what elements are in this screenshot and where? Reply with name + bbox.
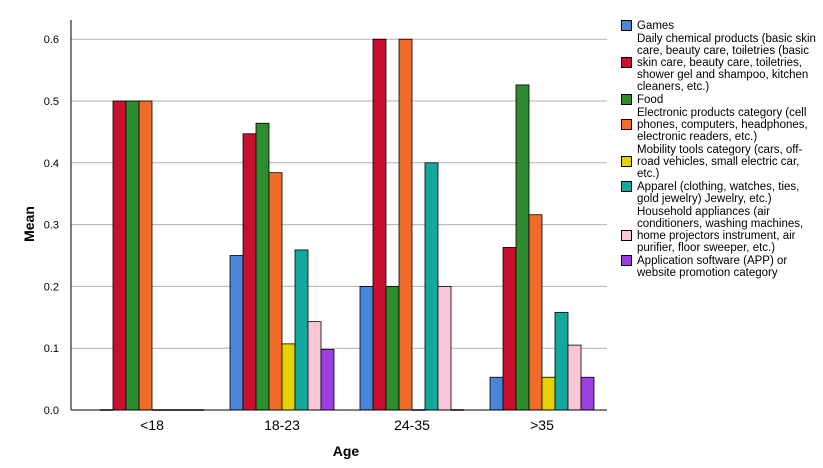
y-tick-label: 0.4 [44, 158, 59, 170]
y-tick-label: 0.1 [44, 343, 59, 355]
bar [424, 162, 439, 411]
legend-item: Apparel (clothing, watches, ties, gold j… [621, 181, 821, 205]
bar [255, 122, 270, 411]
legend-swatch [621, 230, 632, 241]
bar [502, 247, 517, 411]
legend-swatch [621, 94, 632, 105]
legend-swatch [621, 57, 632, 68]
bar [320, 349, 335, 411]
legend-item: Daily chemical products (basic skin care… [621, 33, 821, 93]
bar [580, 376, 595, 411]
bar [398, 38, 413, 411]
bar [242, 133, 257, 411]
legend-label: Application software (APP) or website pr… [637, 255, 788, 279]
axes [70, 20, 607, 411]
x-axis-title: Age [333, 443, 360, 459]
y-tick-labels: 0.0 0.1 0.2 0.3 0.4 0.5 0.6 [44, 34, 59, 417]
y-axis-title: Mean [21, 206, 37, 242]
bar [554, 311, 569, 411]
bar [359, 285, 374, 411]
legend-item: Food [621, 94, 821, 106]
bar [541, 376, 556, 411]
bar [307, 321, 322, 411]
bar [294, 249, 309, 411]
bar [281, 343, 296, 411]
y-tick-label: 0.6 [44, 34, 59, 46]
legend-label: Mobility tools category (cars, off-road … [637, 144, 803, 180]
bar [125, 100, 140, 411]
legend-swatch [621, 181, 632, 192]
legend-swatch [621, 255, 632, 266]
legend-swatch [621, 156, 632, 167]
y-tick-label: 0.5 [44, 96, 59, 108]
x-tick-label: <18 [140, 417, 164, 433]
legend-label: Apparel (clothing, watches, ties, gold j… [637, 181, 800, 205]
x-tick-label: >35 [530, 417, 554, 433]
x-tick-labels: <18 18-23 24-35 >35 [140, 417, 554, 433]
x-tick-label: 24-35 [394, 417, 430, 433]
bar [138, 100, 153, 411]
legend-swatch [621, 119, 632, 130]
y-tick-label: 0.0 [44, 405, 59, 417]
legend-label: Electronic products category (cell phone… [637, 107, 808, 143]
bar [112, 100, 127, 411]
legend-item: Application software (APP) or website pr… [621, 255, 821, 279]
bar [229, 255, 244, 411]
legend-item: Household appliances (air conditioners, … [621, 206, 821, 254]
legend-item: Mobility tools category (cars, off-road … [621, 144, 821, 180]
legend-item: Electronic products category (cell phone… [621, 107, 821, 143]
legend-label: Household appliances (air conditioners, … [637, 206, 804, 254]
bar [372, 38, 387, 411]
legend-label: Food [637, 94, 664, 106]
legend: Games Daily chemical products (basic skin… [621, 20, 821, 280]
legend-item: Games [621, 20, 821, 32]
bar [268, 172, 283, 411]
y-tick-label: 0.3 [44, 220, 59, 232]
x-tick-label: 18-23 [264, 417, 300, 433]
legend-label: Games [637, 20, 675, 32]
legend-swatch [621, 20, 632, 31]
bar [489, 376, 504, 411]
bar [567, 344, 582, 411]
bar [437, 285, 452, 411]
legend-label: Daily chemical products (basic skin care… [637, 33, 816, 93]
y-tick-label: 0.2 [44, 281, 59, 293]
bar [385, 285, 400, 411]
bar [515, 84, 530, 411]
bar [528, 214, 543, 411]
